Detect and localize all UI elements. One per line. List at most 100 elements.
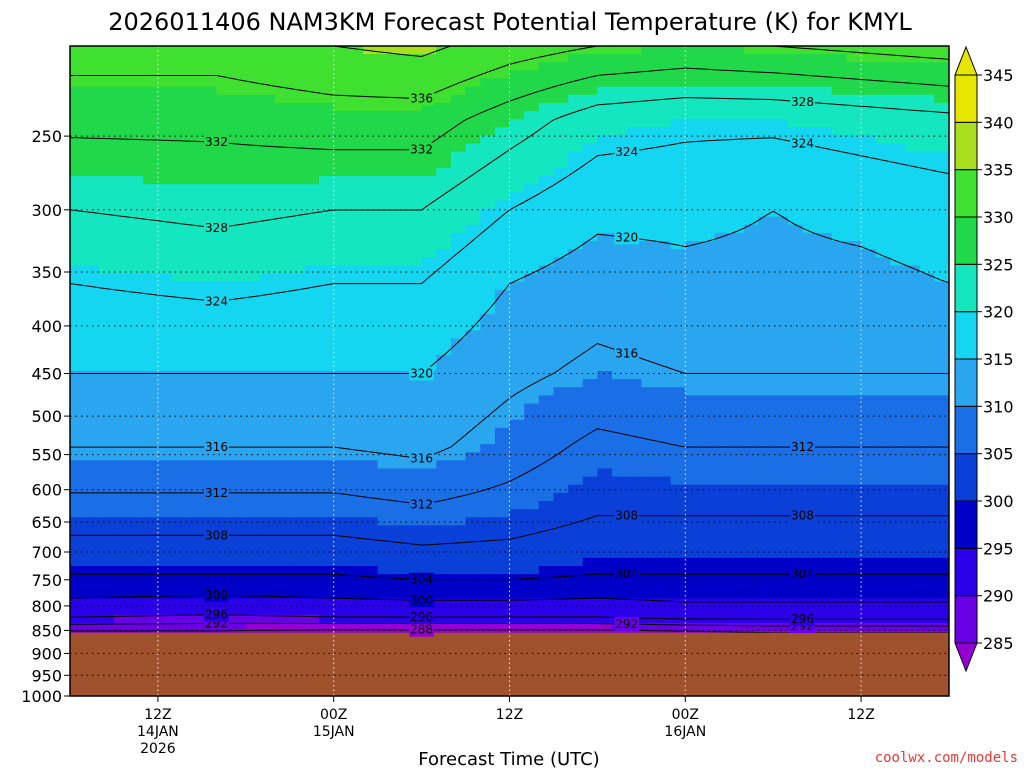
field-cell: [699, 176, 716, 185]
field-cell: [890, 151, 906, 161]
field-cell: [201, 314, 218, 323]
field-cell: [568, 62, 584, 71]
field-cell: [289, 541, 305, 551]
field-cell: [743, 306, 760, 315]
field-cell: [70, 241, 86, 250]
field-cell: [685, 78, 701, 88]
field-cell: [363, 70, 379, 80]
x-tick-label: 16JAN: [664, 724, 706, 740]
field-cell: [831, 86, 848, 96]
field-cell: [670, 257, 686, 266]
field-cell: [934, 184, 949, 193]
field-cell: [846, 476, 862, 486]
y-tick-label: 950: [31, 666, 62, 685]
field-cell: [509, 143, 525, 153]
field-cell: [99, 387, 115, 396]
field-cell: [861, 314, 877, 323]
field-cell: [714, 419, 730, 429]
contour-label-bg: [790, 567, 815, 582]
field-cell: [612, 533, 628, 543]
field-cell: [934, 314, 949, 323]
field-cell: [319, 200, 335, 210]
field-cell: [699, 54, 716, 63]
field-cell: [70, 362, 86, 372]
field-cell: [905, 224, 921, 234]
field-cell: [319, 94, 335, 104]
field-cell: [187, 306, 203, 315]
field-cell: [817, 200, 833, 210]
field-cell: [319, 257, 335, 266]
field-cell: [509, 78, 525, 88]
field-cell: [333, 143, 349, 153]
field-cell: [670, 354, 686, 364]
field-cell: [758, 314, 774, 323]
field-cell: [201, 78, 218, 88]
field-cell: [157, 249, 174, 258]
field-cell: [538, 127, 555, 136]
field-cell: [187, 127, 203, 136]
field-cell: [348, 452, 364, 461]
field-cell: [128, 297, 144, 307]
field-cell: [157, 492, 174, 502]
field-cell: [436, 574, 452, 583]
field-cell: [436, 484, 452, 494]
field-cell: [641, 484, 657, 494]
field-cell: [612, 549, 628, 559]
field-cell: [216, 46, 232, 55]
field-cell: [568, 111, 584, 120]
field-cell: [70, 70, 86, 80]
field-cell: [656, 249, 672, 258]
field-cell: [99, 549, 115, 559]
field-cell: [773, 501, 789, 510]
field-cell: [231, 574, 247, 583]
field-cell: [846, 492, 862, 502]
field-cell: [538, 289, 555, 299]
field-cell: [831, 306, 848, 315]
field-cell: [905, 362, 921, 372]
field-cell: [582, 224, 598, 234]
field-cell: [494, 427, 511, 437]
field-cell: [743, 127, 760, 136]
field-cell: [802, 306, 818, 315]
field-cell: [377, 86, 393, 96]
field-cell: [231, 232, 247, 242]
field-cell: [509, 606, 525, 616]
field-cell: [538, 574, 555, 583]
field-cell: [143, 354, 159, 364]
field-cell: [538, 427, 555, 437]
field-cell: [831, 119, 848, 128]
field-cell: [333, 492, 349, 502]
field-cell: [436, 184, 452, 193]
field-cell: [84, 362, 100, 372]
field-cell: [509, 281, 525, 291]
field-cell: [465, 273, 481, 283]
field-cell: [861, 127, 877, 136]
field-cell: [363, 167, 379, 177]
field-cell: [450, 306, 467, 315]
field-cell: [231, 403, 247, 413]
field-cell: [245, 436, 262, 445]
field-cell: [304, 111, 320, 120]
field-cell: [216, 94, 232, 104]
field-cell: [421, 330, 437, 340]
field-cell: [304, 289, 320, 299]
field-cell: [70, 444, 86, 453]
field-cell: [802, 330, 818, 340]
field-cell: [875, 281, 891, 291]
field-cell: [128, 346, 144, 356]
field-cell: [392, 411, 408, 421]
field-cell: [670, 159, 686, 169]
field-cell: [890, 460, 906, 470]
field-cell: [582, 184, 598, 193]
field-cell: [275, 111, 291, 120]
field-cell: [70, 265, 86, 275]
field-cell: [450, 70, 467, 80]
field-cell: [245, 54, 262, 63]
field-cell: [641, 257, 657, 266]
field-cell: [275, 436, 291, 445]
field-cell: [641, 86, 657, 96]
field-cell: [113, 354, 130, 364]
field-cell: [99, 297, 115, 307]
field-cell: [348, 111, 364, 120]
field-cell: [568, 78, 584, 88]
